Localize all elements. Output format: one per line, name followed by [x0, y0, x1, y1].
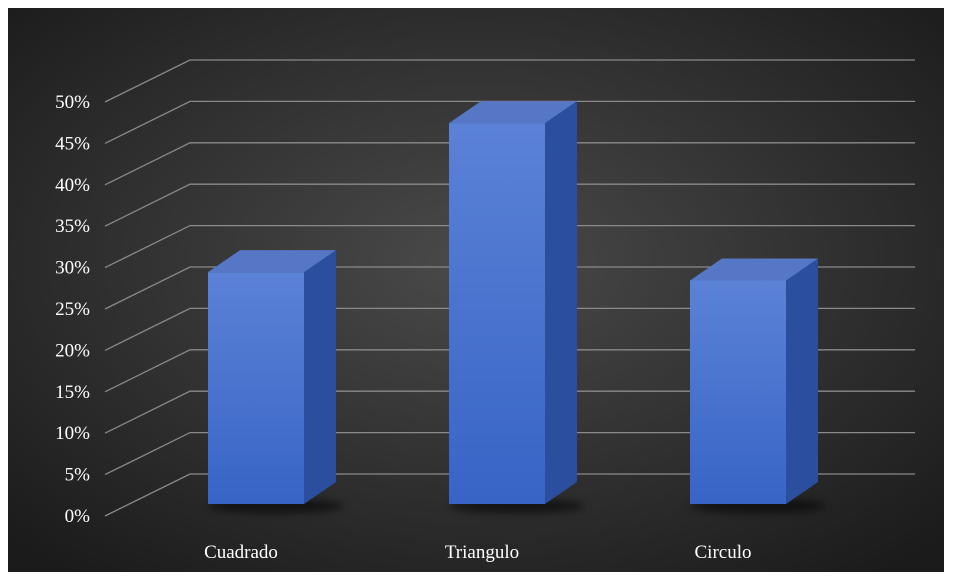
y-tick-label: 50%	[55, 92, 90, 113]
bar-top-face	[690, 258, 818, 281]
bar	[449, 101, 585, 513]
gridline	[104, 307, 915, 351]
bar-side-face	[786, 258, 818, 504]
y-tick-label: 10%	[55, 423, 90, 444]
y-tick-label: 25%	[55, 299, 90, 320]
gridline	[104, 183, 915, 227]
y-tick-label: 30%	[55, 258, 90, 279]
x-category-label: Circulo	[695, 542, 752, 563]
gridline	[104, 349, 915, 393]
gridline	[104, 224, 915, 269]
bar-front-face	[208, 272, 304, 504]
x-axis-labels: Cuadrado Triangulo Circulo	[204, 542, 751, 563]
gridlines	[104, 59, 915, 517]
bar-top-face	[449, 101, 577, 124]
y-tick-label: 35%	[55, 216, 90, 237]
y-tick-label: 5%	[65, 465, 91, 486]
x-category-label: Cuadrado	[204, 542, 278, 563]
bar	[690, 258, 826, 513]
x-category-label: Triangulo	[445, 542, 519, 563]
y-tick-label: 0%	[65, 506, 91, 527]
y-tick-label: 20%	[55, 340, 90, 361]
gridline	[104, 431, 915, 476]
gridline	[104, 266, 915, 310]
y-tick-label: 15%	[55, 382, 90, 403]
y-axis-ticks: 0% 5% 10% 15% 20% 25% 30% 35% 40% 45% 50%	[55, 92, 90, 527]
y-tick-label: 40%	[55, 175, 90, 196]
bar-side-face	[304, 250, 336, 504]
gridline	[104, 390, 915, 434]
gridline	[104, 59, 915, 103]
chart-plot: 0% 5% 10% 15% 20% 25% 30% 35% 40% 45% 50% Cuadrado…	[8, 8, 944, 572]
bar-front-face	[690, 280, 786, 504]
gridline	[104, 100, 915, 144]
bar	[208, 250, 344, 513]
bar-top-face	[208, 250, 336, 273]
bars	[208, 101, 826, 513]
gridline	[104, 473, 915, 517]
y-tick-label: 45%	[55, 133, 90, 154]
bar-side-face	[545, 101, 577, 505]
gridline	[104, 142, 915, 186]
bar-front-face	[449, 123, 545, 505]
